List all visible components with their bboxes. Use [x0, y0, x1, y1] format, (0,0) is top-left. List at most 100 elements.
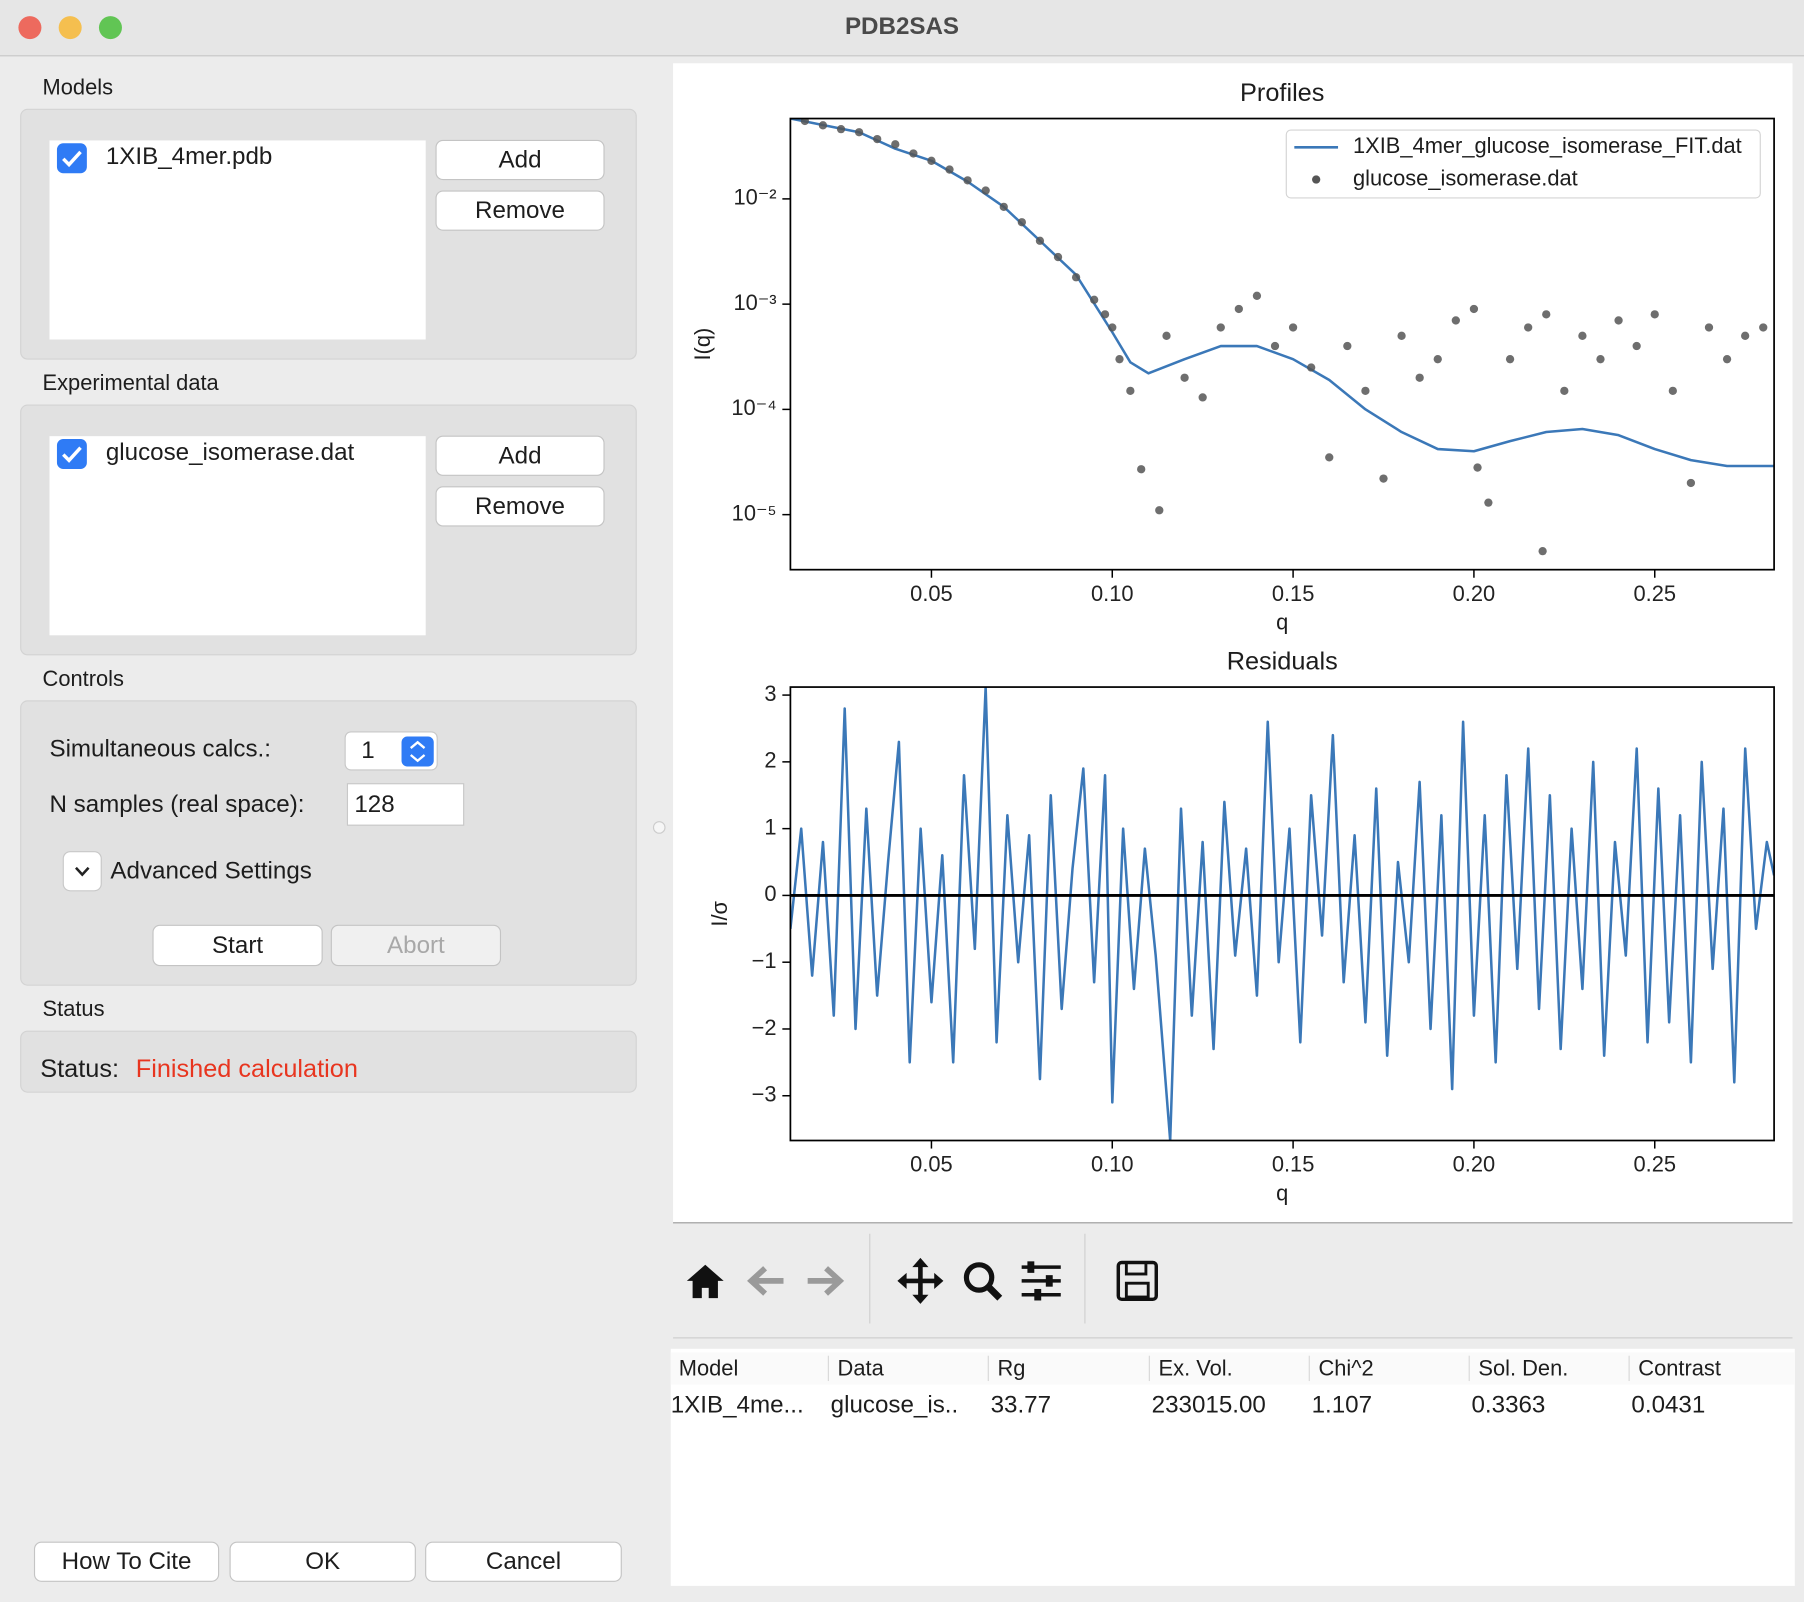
list-item: glucose_isomerase.dat — [106, 439, 355, 466]
button[interactable] — [229, 1541, 416, 1582]
data-point — [818, 121, 828, 130]
data-point — [1469, 304, 1479, 314]
check-mark — [62, 150, 82, 168]
check-mark — [62, 446, 82, 463]
data-point — [1162, 331, 1171, 340]
save-label — [1124, 1281, 1150, 1299]
spin-stepper[interactable] — [401, 736, 434, 767]
data-point — [1578, 331, 1587, 340]
x-tick-label: 0.20 — [1453, 1152, 1496, 1177]
button-label: Cancel — [486, 1548, 561, 1575]
button[interactable] — [152, 924, 323, 967]
data-point — [1542, 310, 1551, 319]
data-point — [1596, 355, 1605, 364]
data-point — [1252, 291, 1262, 300]
data-point — [1686, 478, 1696, 488]
button[interactable] — [425, 1541, 622, 1582]
column-header: Data — [838, 1355, 885, 1380]
configure-icon[interactable] — [1021, 1261, 1061, 1301]
data-point — [891, 140, 900, 149]
back-icon[interactable] — [747, 1266, 784, 1296]
legend-label: glucose_isomerase.dat — [1353, 165, 1578, 190]
legend-marker — [1312, 175, 1321, 184]
section-label: Models — [43, 74, 114, 99]
status-message: Finished calculation — [136, 1055, 358, 1083]
x-tick-label: 0.20 — [1453, 581, 1496, 606]
data-list[interactable] — [49, 436, 426, 636]
data-point — [1180, 373, 1189, 382]
widgets: 1XIB_4mer.pdb Add Remove glucose_isomerase.… — [33, 139, 1721, 1582]
button-label: How To Cite — [62, 1548, 192, 1575]
column-header: Rg — [997, 1355, 1025, 1380]
checkbox[interactable] — [56, 439, 87, 469]
group-box — [20, 700, 637, 986]
field-label: Simultaneous calcs.: — [49, 736, 271, 763]
data-point — [1053, 252, 1063, 262]
column-header: Contrast — [1638, 1355, 1721, 1380]
button[interactable] — [435, 139, 605, 181]
data-point — [1035, 236, 1045, 245]
plot-canvas — [673, 63, 1793, 1223]
zoom-icon[interactable] — [963, 1262, 995, 1293]
data-point — [1741, 331, 1750, 340]
y-tick-label: −2 — [752, 1015, 777, 1040]
y-tick-label: 10⁻³ — [733, 290, 776, 315]
y-tick-label: −1 — [752, 948, 777, 973]
data-point — [1524, 323, 1533, 332]
minimize-button[interactable] — [58, 16, 82, 40]
expand-label: Advanced Settings — [110, 858, 311, 885]
save-shutter — [1124, 1261, 1148, 1276]
button-label: Abort — [387, 932, 445, 959]
splitter-handle[interactable] — [652, 821, 666, 834]
zoom-button[interactable] — [98, 16, 122, 40]
table-cell: 0.3363 — [1472, 1392, 1546, 1419]
window-title: PDB2SAS — [845, 13, 959, 40]
button[interactable] — [435, 190, 605, 231]
data-point — [1198, 393, 1207, 402]
plot-toolbar — [686, 1233, 1158, 1324]
axes-frame — [789, 117, 1775, 571]
data-point — [1538, 546, 1547, 556]
column-header: Sol. Den. — [1478, 1355, 1568, 1380]
button-label: Add — [499, 442, 542, 469]
stepper-icon — [409, 740, 426, 763]
data-point — [1155, 506, 1164, 515]
button[interactable] — [435, 435, 605, 476]
data-point — [1484, 498, 1493, 507]
data-point — [873, 134, 882, 144]
data-point — [1397, 331, 1406, 340]
data-point — [981, 186, 990, 195]
chevron-icon — [75, 866, 90, 877]
checkbox[interactable] — [56, 143, 87, 174]
axes-frame — [789, 686, 1775, 1142]
model-list[interactable] — [49, 140, 426, 340]
button-label: Start — [212, 932, 263, 959]
y-tick-label: 10⁻⁵ — [732, 500, 777, 525]
x-tick-label: 0.25 — [1633, 581, 1676, 606]
forward-icon[interactable] — [807, 1266, 845, 1296]
text-input[interactable] — [346, 783, 465, 826]
data-point — [1704, 323, 1714, 332]
slider-knob — [1034, 1288, 1042, 1301]
save-icon[interactable] — [1116, 1260, 1158, 1302]
x-tick-label: 0.10 — [1091, 581, 1134, 606]
data-point — [1361, 386, 1370, 396]
data-point — [1325, 453, 1334, 462]
data-point — [1632, 341, 1641, 351]
pan-icon[interactable] — [897, 1257, 944, 1304]
y-axis-label: I(q) — [690, 328, 715, 361]
section-label: Status — [43, 996, 105, 1021]
close-button[interactable] — [18, 16, 42, 40]
button-label: Remove — [475, 493, 565, 520]
table-header — [670, 1352, 1795, 1385]
y-axis-label: I/σ — [707, 900, 732, 926]
data-point — [1415, 373, 1424, 382]
field-label: N samples (real space): — [49, 791, 304, 818]
table-cell: 0.0431 — [1631, 1392, 1705, 1419]
expand-button[interactable] — [62, 851, 102, 892]
home-icon[interactable] — [686, 1264, 724, 1299]
button[interactable] — [33, 1541, 220, 1582]
data-point — [945, 165, 954, 174]
data-point — [1473, 463, 1482, 472]
button[interactable] — [435, 486, 605, 527]
